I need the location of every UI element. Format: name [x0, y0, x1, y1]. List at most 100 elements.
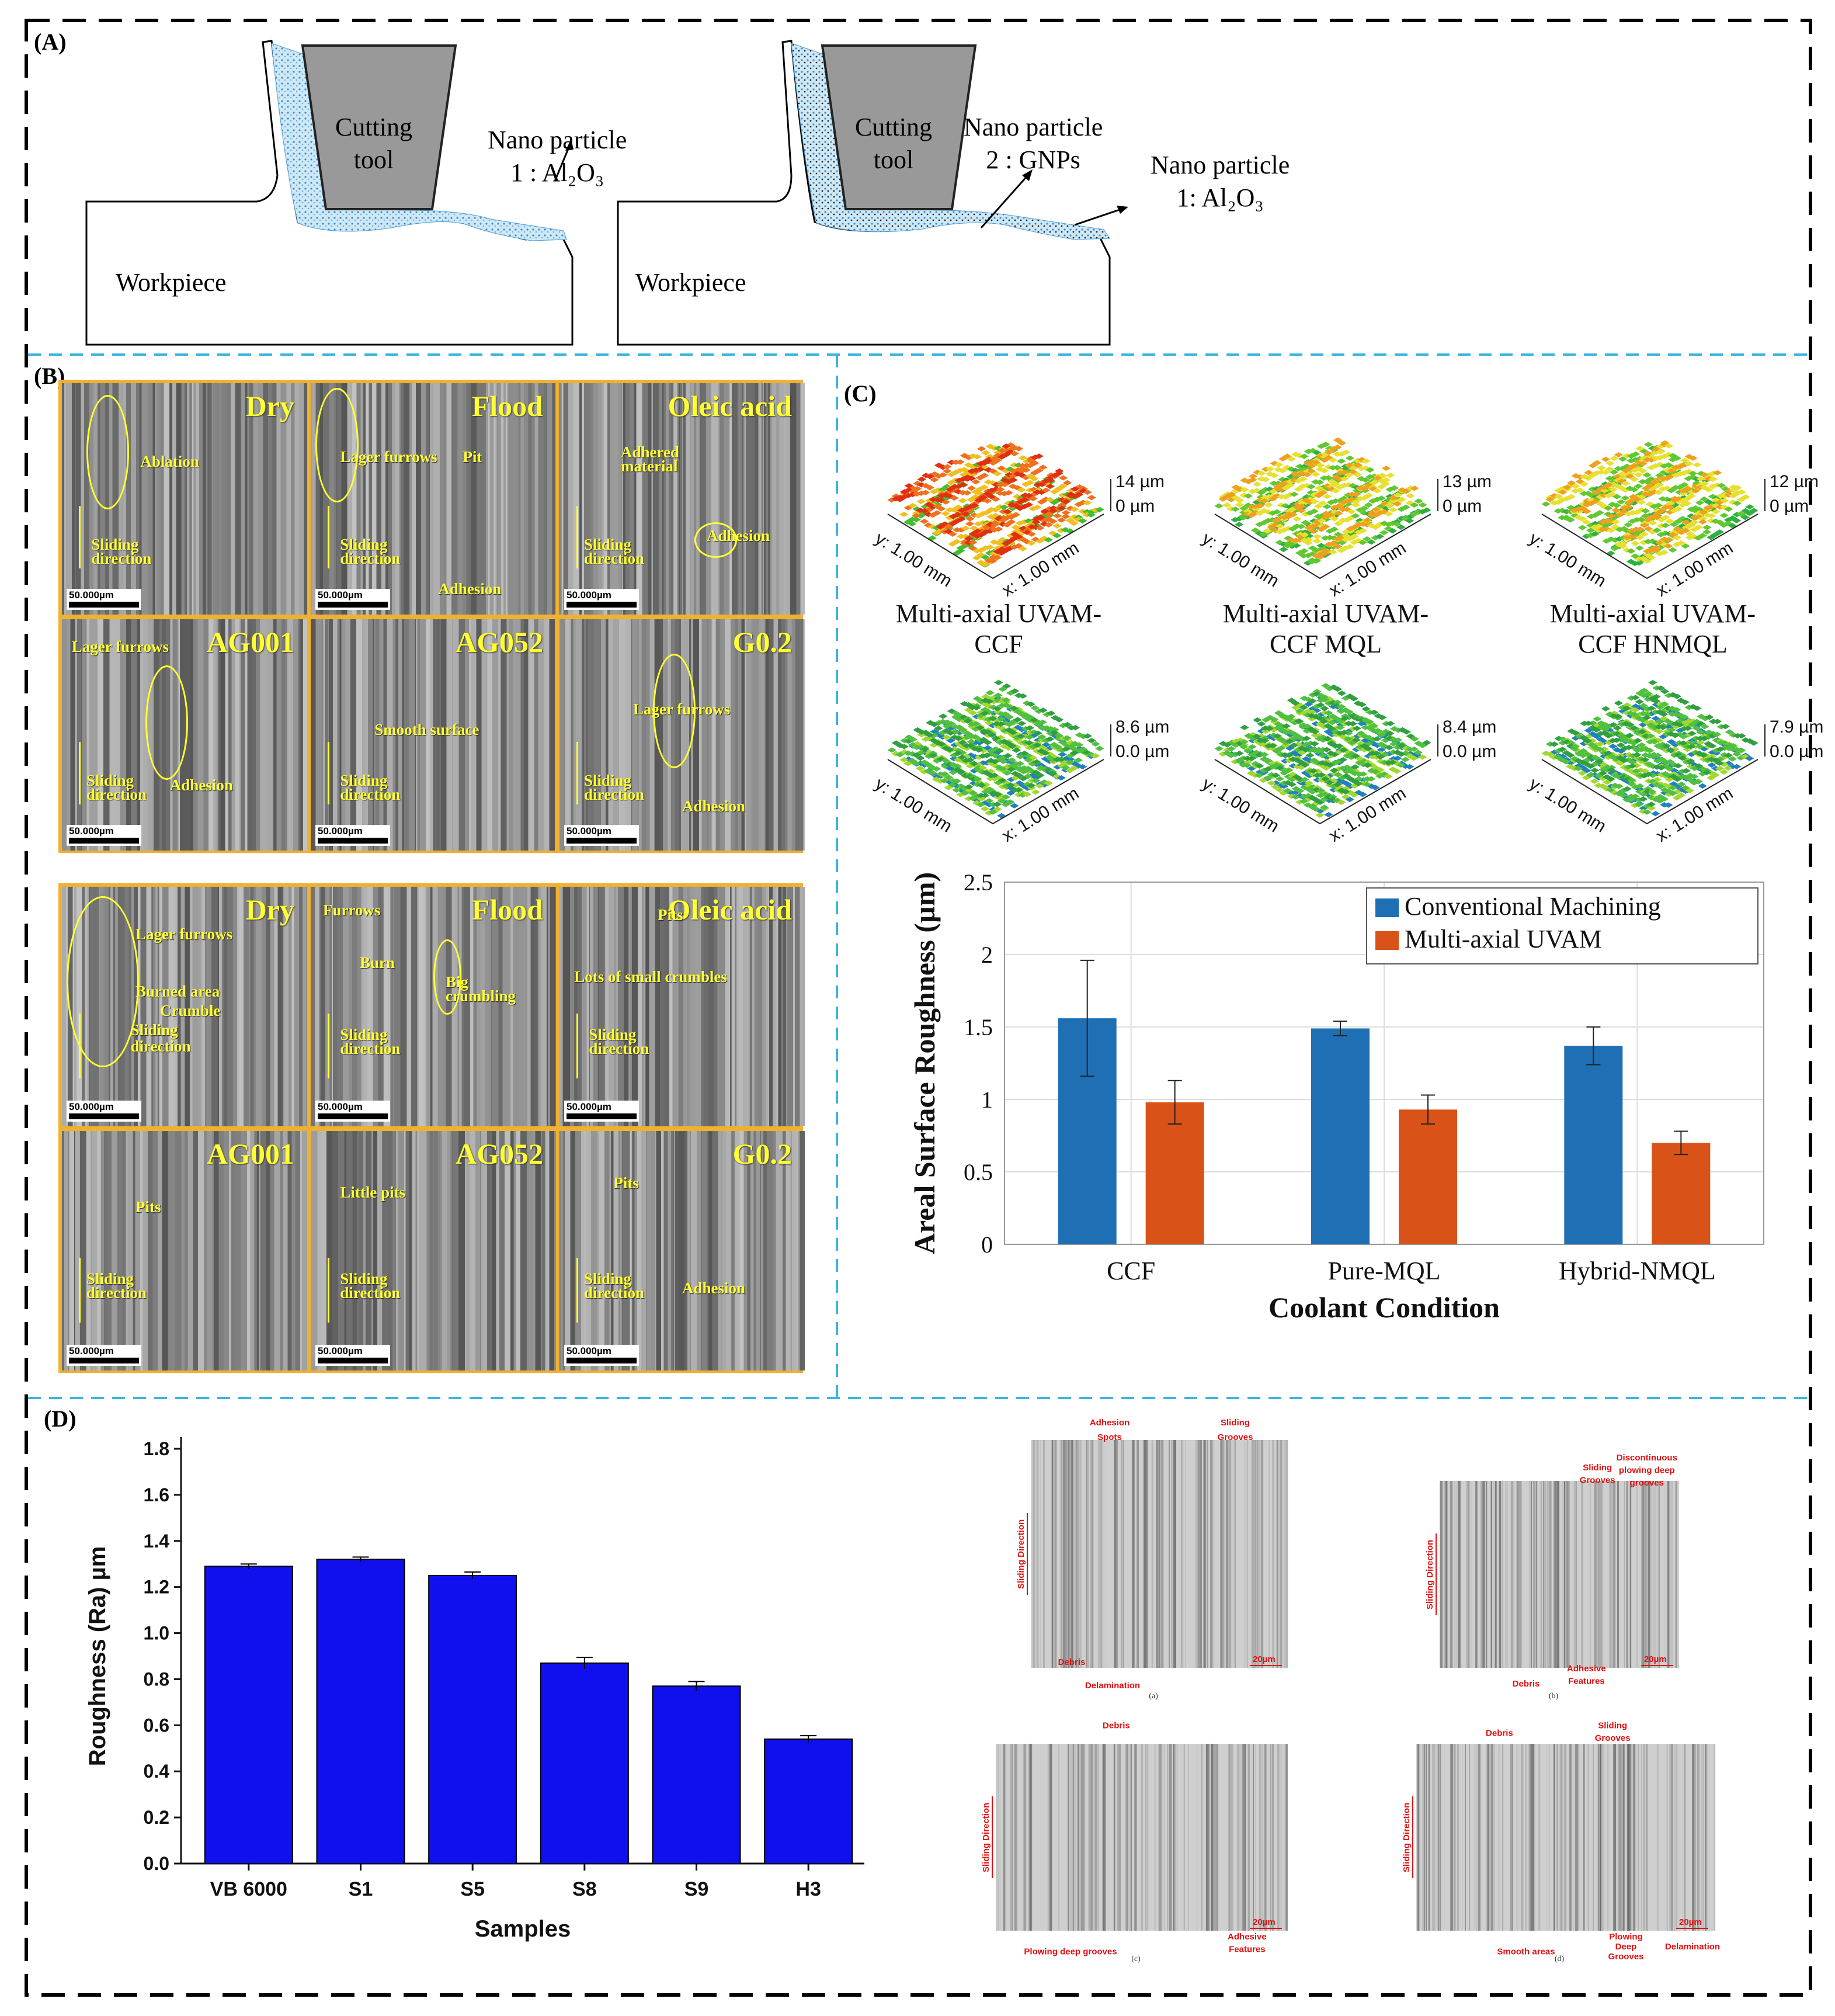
y-tick-label: 0.4	[144, 1761, 170, 1782]
3d-surface-plot	[887, 679, 1111, 825]
z-min-label: 0.0 µm	[1770, 742, 1824, 761]
scale-bar: 50.000µm	[564, 589, 639, 610]
highlight-ellipse	[86, 394, 130, 509]
micrograph-annotation: Adhesion	[169, 776, 233, 794]
surface-caption: Multi-axial UVAM- CCF HNMQL	[1549, 599, 1756, 658]
particle1-label-right: Nano particle 1: Al₂O₃	[1151, 151, 1290, 212]
arrow-al2o3-left	[554, 145, 571, 182]
bar-h3	[764, 1739, 853, 1864]
sem-annotation: Sliding	[1598, 1721, 1627, 1731]
sliding-direction-arrow	[328, 505, 330, 568]
sem-annotation: Plowing deep grooves	[1024, 1947, 1117, 1957]
micrograph-bottom-grid-ag001: AG001 Pits Sliding direction 50.000µm	[62, 1131, 307, 1370]
surface-caption: Multi-axial UVAM- CCF MQL	[1222, 599, 1429, 658]
highlight-ellipse	[652, 654, 696, 769]
x-tick-label: S8	[572, 1878, 597, 1900]
x-axis-title: Samples	[475, 1916, 571, 1942]
panel-c-label: (C)	[844, 380, 877, 407]
sliding-direction-arrow	[576, 741, 579, 804]
sem-image-d: 20µm Sliding Direction Debris Sliding Groove…	[1402, 1721, 1720, 1963]
highlight-ellipse	[145, 665, 188, 780]
micrograph-title: Flood	[471, 390, 543, 422]
3d-surface-plot	[1214, 437, 1438, 580]
sem-annotation: Adhesive	[1567, 1664, 1606, 1674]
micrograph-annotation: direction	[130, 1038, 191, 1056]
workpiece-label-left: Workpiece	[116, 268, 227, 297]
surface-caption: Multi-axial UVAM- CCF	[895, 599, 1102, 658]
micrograph-bottom-grid-oleic-acid: Oleic acid Pits Lots of small crumbles Slid…	[559, 887, 805, 1126]
chart-d: 0.0 0.2 0.4 0.6 0.8 1.0 1.2 1.4 1.6 1.8 VB 6000 S1 S…	[85, 1437, 864, 1942]
y-tick-label: 2	[981, 942, 993, 968]
micrograph-title: Dry	[245, 390, 294, 422]
error-bar	[688, 1681, 705, 1691]
z-max-label: 7.9 µm	[1770, 717, 1824, 737]
scale-bar: 50.000µm	[315, 1345, 390, 1366]
highlight-ellipse	[694, 522, 738, 558]
micrograph-annotation: Sliding	[584, 1269, 632, 1288]
micrograph-title: Oleic acid	[668, 893, 792, 926]
3d-surface-plot	[887, 442, 1111, 580]
y-tick-label: 0.5	[964, 1159, 993, 1185]
micrograph-annotation: direction	[86, 786, 147, 804]
error-bar	[800, 1735, 817, 1743]
z-min-label: 0 µm	[1770, 497, 1809, 516]
micrograph-annotation: Adhesion	[438, 580, 502, 598]
sem-annotation: Discontinuous	[1617, 1453, 1677, 1463]
particle-label-left: Nano particle 1 : Al₂O₃	[488, 126, 627, 187]
error-bar	[576, 1656, 593, 1669]
z-max-label: 14 µm	[1115, 472, 1165, 491]
bar-s9	[652, 1685, 741, 1864]
scale-bar: 50.000µm	[67, 1345, 141, 1366]
micrograph-annotation: Lager furrows	[135, 925, 233, 943]
micrograph-bottom-grid-g0-2: G0.2 Pits Sliding direction Adhesion 50.000µm	[559, 1131, 805, 1370]
micrograph-annotation: Little pits	[340, 1184, 406, 1202]
scale-bar: 50.000µm	[67, 825, 141, 846]
sem-image-b: 20µm Sliding Direction Sliding Grooves Disco…	[1425, 1453, 1679, 1701]
micrograph-bottom-grid-dry: Dry Lager furrows Burned area Crumble Slidin…	[62, 887, 307, 1126]
micrograph-annotation: Sliding	[584, 772, 632, 790]
3d-surface-plot	[1541, 679, 1766, 825]
micrograph-annotation: Pit	[463, 447, 482, 466]
micrograph-annotation: Adhered	[621, 443, 680, 461]
micrograph-annotation: Sliding	[91, 536, 139, 554]
sem-annotation: Debris	[1058, 1657, 1086, 1667]
sem-side-label: Sliding Direction	[981, 1803, 991, 1872]
tool-label-right: Cutting tool	[854, 113, 933, 174]
micrograph-annotation: Sliding	[340, 536, 388, 554]
z-min-label: 0 µm	[1115, 497, 1155, 516]
micrograph-annotation: direction	[340, 1040, 401, 1058]
micrograph-top-grid-oleic-acid: Oleic acid Adhered material Sliding directio…	[559, 383, 805, 615]
arrow-gnps	[980, 175, 1029, 228]
sem-scale: 20µm	[1253, 1654, 1276, 1664]
z-min-label: 0.0 µm	[1115, 742, 1170, 761]
error-bar	[1080, 959, 1094, 1077]
sem-annotation: Debris	[1513, 1679, 1540, 1689]
error-bar	[1167, 1080, 1182, 1125]
micrograph-annotation: direction	[584, 550, 644, 568]
z-max-label: 8.6 µm	[1115, 717, 1170, 737]
sliding-direction-arrow	[328, 741, 330, 804]
micrograph-title: AG052	[456, 1137, 543, 1170]
micrograph-top-grid-ag052: AG052 Smooth surface Sliding direction 50.00…	[311, 619, 556, 851]
scale-bar: 50.000µm	[67, 589, 141, 610]
x-tick-label: Pure-MQL	[1327, 1257, 1440, 1285]
micrograph-annotation: Burn	[360, 953, 395, 971]
y-tick-label: 0.8	[144, 1668, 169, 1689]
error-bar	[464, 1571, 481, 1579]
bar-multi-axial-uvam	[1145, 1102, 1204, 1244]
micrograph-top-grid-g0-2: G0.2 Lager furrows Sliding direction Adhesio…	[559, 619, 805, 851]
y-tick-label: 1.0	[144, 1623, 169, 1644]
micrograph-title: AG052	[456, 626, 543, 658]
scale-bar: 50.000µm	[315, 825, 390, 846]
sem-annotation: Plowing	[1609, 1932, 1643, 1942]
bar-s1	[316, 1559, 405, 1865]
scale-bar: 50.000µm	[564, 1345, 639, 1366]
error-bar	[1421, 1094, 1435, 1125]
micrograph-title: Dry	[245, 893, 294, 926]
micrograph-annotation: direction	[584, 786, 644, 804]
micrograph-annotation: Sliding	[340, 1025, 388, 1043]
micrograph-title: Flood	[471, 893, 543, 926]
sem-subcaption: (c)	[1131, 1955, 1141, 1963]
sem-annotation: Adhesion	[1090, 1418, 1130, 1428]
